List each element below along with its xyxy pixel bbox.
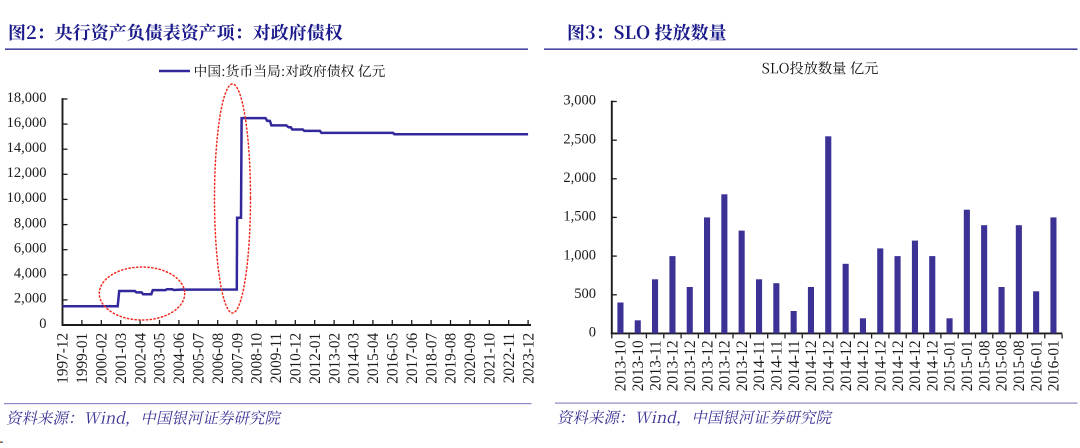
svg-text:2022-11: 2022-11 [501,333,518,383]
svg-text:2014-12: 2014-12 [873,340,890,391]
svg-text:2015-01: 2015-01 [942,340,959,391]
svg-text:2015-08: 2015-08 [994,340,1011,391]
svg-text:14,000: 14,000 [7,140,47,156]
svg-text:2015-08: 2015-08 [976,340,993,391]
svg-text:3,000: 3,000 [563,93,596,109]
svg-text:2013-12: 2013-12 [682,340,699,391]
svg-text:2013-12: 2013-12 [734,340,751,391]
svg-text:2015-04: 2015-04 [365,332,382,383]
svg-text:2016-01: 2016-01 [1046,340,1063,391]
svg-text:2013-02: 2013-02 [326,333,343,384]
svg-text:2004-06: 2004-06 [171,332,188,383]
svg-text:1,000: 1,000 [563,247,596,263]
svg-text:2007-09: 2007-09 [229,332,246,383]
svg-text:2014-03: 2014-03 [346,332,363,383]
svg-text:2016-05: 2016-05 [385,332,402,383]
svg-text:2014-12: 2014-12 [890,340,907,391]
svg-text:2010-12: 2010-12 [288,333,305,384]
svg-text:2020-09: 2020-09 [462,332,479,383]
svg-text:1997-12: 1997-12 [55,333,72,384]
svg-text:2019-08: 2019-08 [443,332,460,383]
svg-text:6,000: 6,000 [14,241,47,257]
svg-text:2014-12: 2014-12 [803,340,820,391]
svg-text:2023-12: 2023-12 [520,333,537,384]
svg-text:18,000: 18,000 [7,90,47,106]
svg-text:16,000: 16,000 [7,115,47,131]
svg-text:2017-06: 2017-06 [404,332,421,383]
svg-text:2014-11: 2014-11 [769,340,786,390]
svg-text:2008-10: 2008-10 [249,332,266,383]
svg-text:2,500: 2,500 [563,131,596,147]
svg-text:8,000: 8,000 [14,215,47,231]
svg-text:2016-01: 2016-01 [1028,340,1045,391]
svg-text:2018-07: 2018-07 [423,332,440,383]
svg-text:12,000: 12,000 [7,165,47,181]
svg-text:2013-12: 2013-12 [699,340,716,391]
svg-text:2009-11: 2009-11 [268,333,285,383]
svg-text:1999-01: 1999-01 [74,333,91,384]
svg-text:2014-12: 2014-12 [838,340,855,391]
svg-text:2013-11: 2013-11 [647,340,664,390]
svg-text:2014-11: 2014-11 [786,340,803,390]
svg-text:0: 0 [589,325,596,341]
svg-text:2001-03: 2001-03 [113,332,130,383]
svg-text:1,500: 1,500 [563,209,596,225]
svg-text:2003-05: 2003-05 [152,332,169,383]
svg-text:2014-11: 2014-11 [751,340,768,390]
svg-text:2012-01: 2012-01 [307,333,324,384]
svg-text:2,000: 2,000 [563,170,596,186]
svg-text:2000-02: 2000-02 [94,333,111,384]
svg-text:2013-10: 2013-10 [613,340,630,391]
svg-text:2005-07: 2005-07 [191,332,208,383]
svg-text:2013-12: 2013-12 [665,340,682,391]
svg-text:2013-12: 2013-12 [717,340,734,391]
svg-text:2002-04: 2002-04 [132,332,149,383]
svg-text:2006-08: 2006-08 [210,332,227,383]
svg-text:500: 500 [574,286,596,302]
svg-text:2014-12: 2014-12 [907,340,924,391]
svg-text:2015-01: 2015-01 [959,340,976,391]
svg-text:2014-12: 2014-12 [821,340,838,391]
svg-text:0: 0 [39,316,46,332]
svg-text:2015-08: 2015-08 [1011,340,1028,391]
svg-text:4,000: 4,000 [14,266,47,282]
svg-text:10,000: 10,000 [7,190,47,206]
svg-text:2021-10: 2021-10 [482,332,499,383]
svg-text:2014-12: 2014-12 [924,340,941,391]
svg-text:2014-12: 2014-12 [855,340,872,391]
svg-text:2,000: 2,000 [14,291,47,307]
svg-text:2013-10: 2013-10 [630,340,647,391]
